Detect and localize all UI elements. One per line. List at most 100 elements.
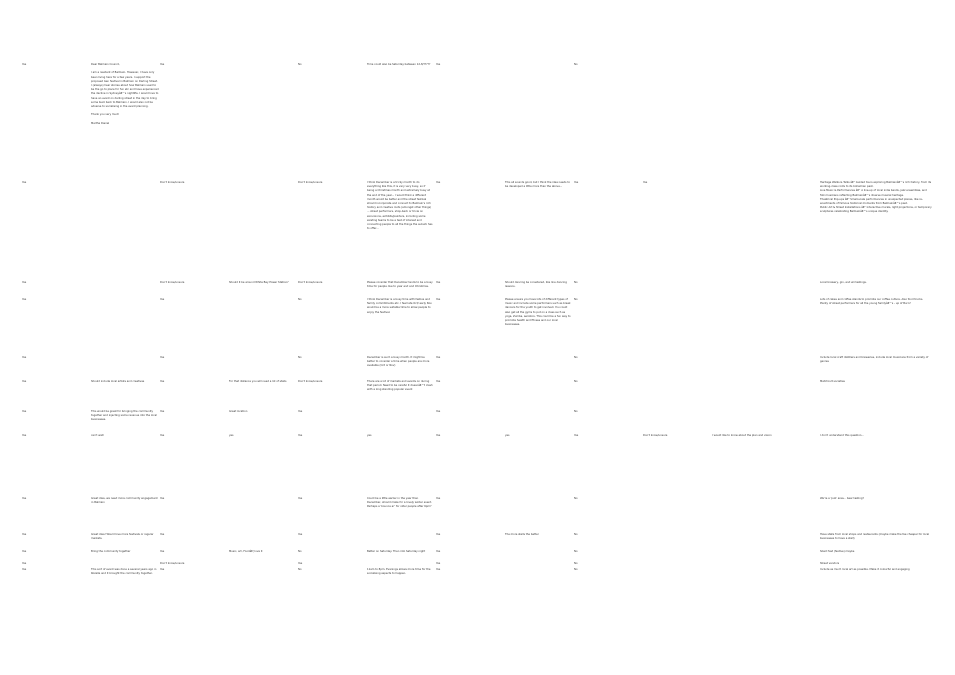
table-cell: I don't understand this question... xyxy=(820,434,864,437)
table-cell: yes xyxy=(505,434,510,437)
table-cell: Could be a little earlier in the year th… xyxy=(367,497,433,509)
table-cell: This sort of event was done a several ye… xyxy=(91,568,158,576)
table-cell: Yes xyxy=(436,434,441,437)
table-cell: Don't know/unsure xyxy=(298,281,323,284)
table-cell: Should it be around White Bay Power Stat… xyxy=(229,281,289,284)
table-cell: Yes xyxy=(298,410,303,413)
table-cell: Include local craft distillers and brewe… xyxy=(820,356,930,364)
table-cell: 11am to 8pm. Evenings allows more time f… xyxy=(367,568,432,576)
table-cell: Yes xyxy=(436,562,441,565)
table-cell: Yes xyxy=(436,281,441,284)
table-cell: No xyxy=(298,568,302,571)
table-cell: Yes xyxy=(22,181,27,184)
table-cell: Local brewery, gin, and wii tastings. xyxy=(820,281,867,284)
table-cell: Yes xyxy=(22,298,27,301)
table-cell: For that distance you will need a lot of… xyxy=(229,380,287,383)
table-cell: Yes xyxy=(160,497,165,500)
table-cell: Yes xyxy=(160,380,165,383)
table-cell: Yes xyxy=(643,181,648,184)
table-cell: yes xyxy=(367,434,372,437)
table-cell: Yes xyxy=(22,281,27,284)
table-cell: Yes xyxy=(160,410,165,413)
table-cell: No xyxy=(574,63,578,66)
table-cell: Yes xyxy=(436,63,441,66)
table-cell: Yes xyxy=(436,533,441,536)
table-cell: No xyxy=(574,533,578,536)
table-cell: No xyxy=(574,356,578,359)
table-cell: Yes xyxy=(22,63,27,66)
table-cell: Yes xyxy=(436,497,441,500)
table-cell: Yes xyxy=(574,181,579,184)
table-cell: Yes xyxy=(298,562,303,565)
table-cell: Yes xyxy=(574,434,579,437)
table-cell: Yes xyxy=(436,298,441,301)
table-cell: Yes xyxy=(22,380,27,383)
table-cell: Yes xyxy=(22,410,27,413)
table-cell: I would like to know about the plan and … xyxy=(712,434,772,437)
table-cell: I think December is a busy time with fes… xyxy=(367,298,433,314)
table-cell: Include as much local art as possible. M… xyxy=(820,568,910,571)
table-cell: Yes xyxy=(298,497,303,500)
table-cell: Don't know/unsure xyxy=(298,380,323,383)
table-cell: Don't know/unsure xyxy=(160,281,185,284)
table-cell: Lots of cakes and coffee stands to promo… xyxy=(820,298,924,306)
table-cell: Yes xyxy=(160,550,165,553)
table-cell: Don't know/unsure xyxy=(643,434,668,437)
table-cell: Yes xyxy=(436,181,441,184)
table-cell: Don't know/unsure xyxy=(298,181,323,184)
table-cell: Yes xyxy=(160,63,165,66)
table-cell: Should dancing be considered, like line … xyxy=(505,281,568,289)
table-cell: Yes xyxy=(436,356,441,359)
table-cell: Have stalls from local shops and restaur… xyxy=(820,533,930,541)
table-cell: No xyxy=(298,356,302,359)
table-cell: Yes xyxy=(160,356,165,359)
table-cell: Yes xyxy=(436,380,441,383)
table-cell: Please ensure you have lots of different… xyxy=(505,298,572,327)
table-cell: Yes xyxy=(298,434,303,437)
table-cell: This would be great for bringing the com… xyxy=(91,410,158,422)
table-cell: Great location xyxy=(229,410,248,413)
table-cell: Yes xyxy=(22,434,27,437)
table-cell: No xyxy=(574,568,578,571)
table-cell: Yes xyxy=(22,562,27,565)
table-cell: Yes xyxy=(160,434,165,437)
table-cell: Yes xyxy=(22,497,27,500)
table-cell: Yes xyxy=(160,298,165,301)
table-cell: Yes xyxy=(22,550,27,553)
table-cell: Matchcult societies xyxy=(820,380,845,383)
table-cell: Silent fest (festive) maybe xyxy=(820,550,855,553)
table-cell: Better on Saturday. Then into Saturday n… xyxy=(367,550,426,553)
table-cell: No xyxy=(574,298,578,301)
table-cell: Bring the community together xyxy=(91,550,131,553)
table-cell: We're a 'pub' area... beer tasting? xyxy=(820,497,864,500)
table-cell: Heritage Walks & Talks â€“ Guided tours … xyxy=(820,181,932,214)
table-cell: Should include local artists and creativ… xyxy=(91,380,145,383)
table-cell: Yes xyxy=(436,550,441,553)
table-cell: yes xyxy=(229,434,234,437)
table-cell: There are a lot of markets and events on… xyxy=(367,380,434,392)
table-cell: Don't know/unsure xyxy=(160,181,185,184)
table-cell: Time could also be Saturday between 12-8… xyxy=(367,63,431,66)
table-cell: No xyxy=(574,410,578,413)
table-cell: Street vendors xyxy=(820,562,840,565)
table-cell: No xyxy=(298,63,302,66)
table-cell: No xyxy=(298,298,302,301)
table-cell: Yes xyxy=(22,568,27,571)
table-cell: I think December is a tricky month to do… xyxy=(367,181,434,231)
table-cell: Great idea! Would love more festivals or… xyxy=(91,533,155,541)
table-cell: Don't know/unsure xyxy=(160,562,185,565)
table-cell: Yes xyxy=(22,356,27,359)
table-cell: No xyxy=(574,380,578,383)
table-cell: Music, art, Foodâ€¦ love it xyxy=(229,550,263,553)
table-cell: can't wait xyxy=(91,434,104,437)
table-cell: Yes xyxy=(22,533,27,536)
table-cell: Dear Balmain Council, I am a resident of… xyxy=(91,63,159,125)
table-cell: This all sounds good, but I think the id… xyxy=(505,181,571,189)
table-cell: Yes xyxy=(160,533,165,536)
table-cell: No xyxy=(574,562,578,565)
table-cell: Please consider that December tends to b… xyxy=(367,281,434,289)
table-cell: Great idea, we need more community engag… xyxy=(91,497,159,505)
table-cell: The more stalls the better xyxy=(505,533,539,536)
table-cell: Yes xyxy=(436,568,441,571)
